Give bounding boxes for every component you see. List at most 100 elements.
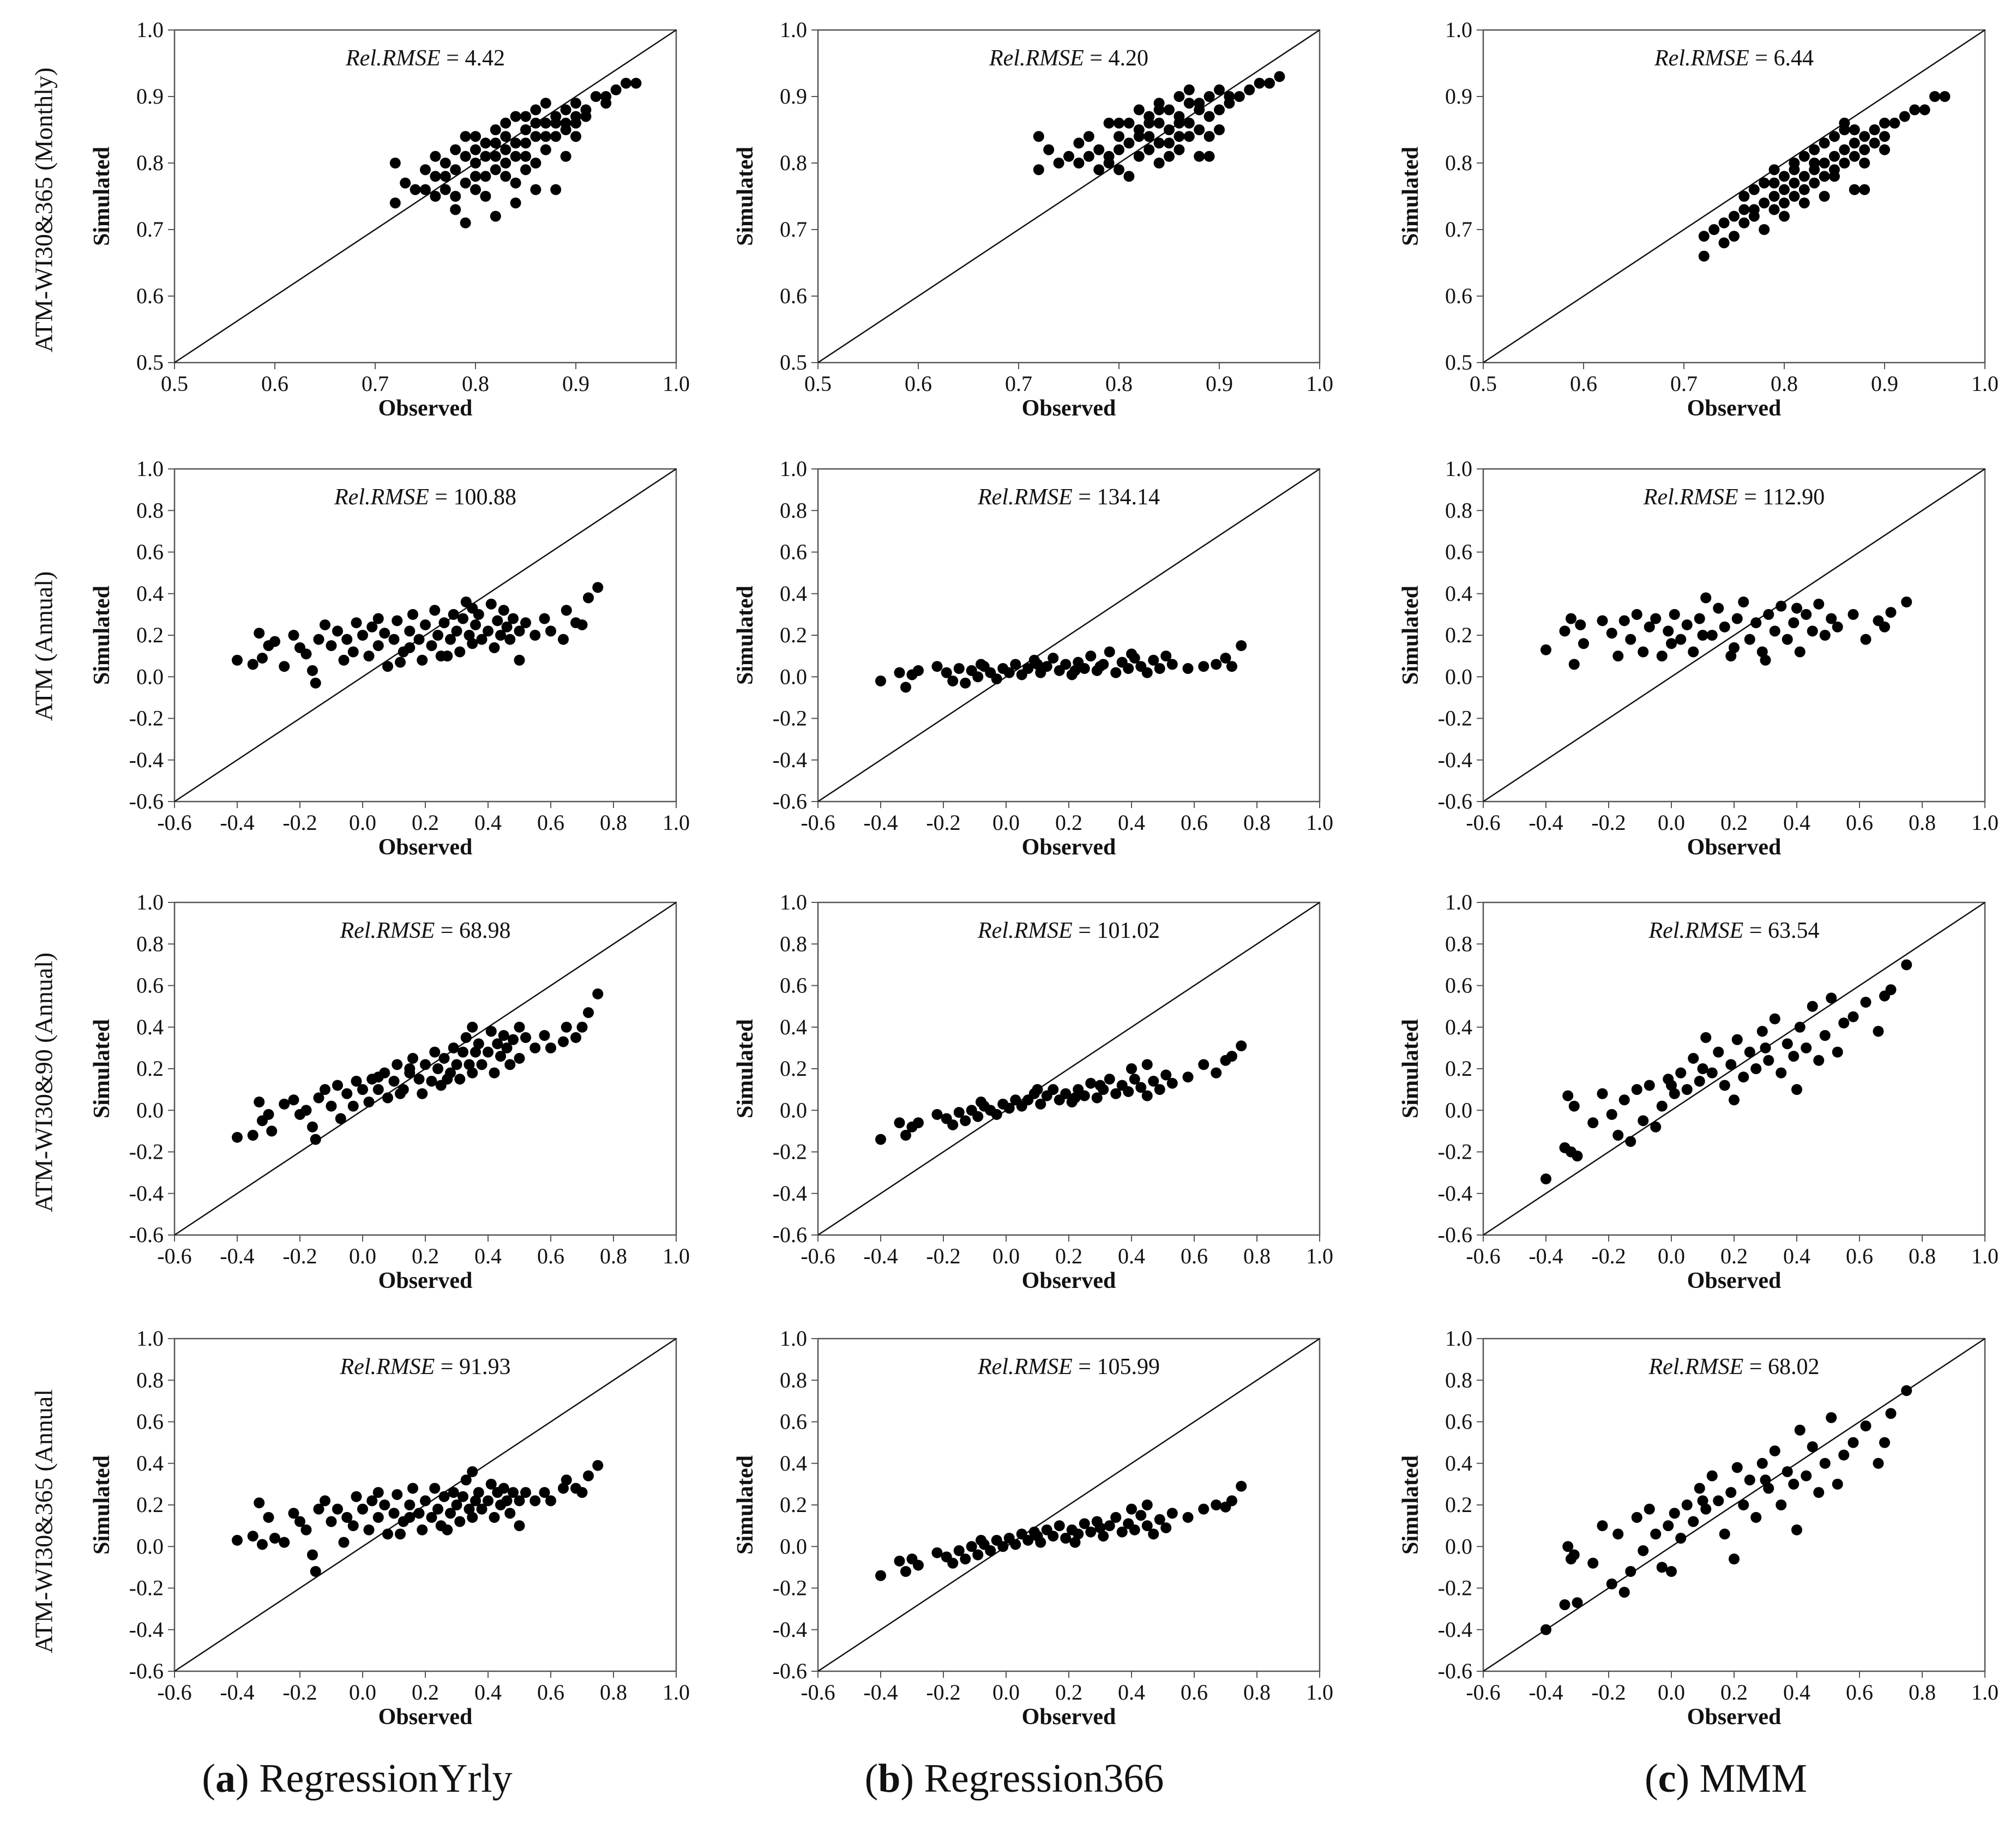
data-point	[448, 609, 459, 620]
data-point	[947, 675, 959, 686]
data-point	[294, 1516, 305, 1527]
data-point	[470, 619, 481, 630]
x-tick-label: -0.4	[220, 1680, 254, 1704]
y-tick-label: 0.8	[1445, 498, 1472, 522]
row-label-1: ATM (Annual)	[29, 571, 58, 721]
data-point	[307, 1549, 318, 1561]
y-tick-label: 0.6	[780, 1410, 807, 1434]
data-point	[1769, 1445, 1780, 1456]
data-point	[1813, 598, 1825, 610]
rel-rmse-value: = 112.90	[1738, 485, 1825, 510]
data-point	[1698, 250, 1710, 262]
data-point	[561, 1474, 572, 1486]
data-point	[445, 634, 456, 645]
y-tick-label: 1.0	[136, 890, 164, 914]
one-to-one-line	[174, 468, 677, 803]
data-point	[470, 1046, 481, 1058]
data-point	[420, 1059, 431, 1070]
x-tick-label: -0.4	[1528, 1680, 1563, 1704]
data-point	[913, 1559, 924, 1571]
data-point	[1829, 171, 1840, 182]
data-point	[467, 603, 478, 614]
data-point	[960, 1553, 971, 1565]
y-tick-label: 0.8	[136, 498, 164, 522]
data-point	[510, 150, 521, 162]
data-point	[320, 1495, 330, 1507]
x-axis-title: Observed	[378, 1268, 473, 1293]
data-point	[570, 131, 581, 142]
y-tick-label: -0.4	[129, 1181, 164, 1206]
data-point	[1226, 1051, 1237, 1062]
data-point	[1748, 204, 1760, 215]
data-point	[476, 634, 488, 645]
column-caption-b: (b) Regression366	[864, 1756, 1164, 1801]
data-point	[382, 1092, 393, 1104]
data-point	[1694, 1483, 1705, 1494]
x-tick-label: -0.2	[1591, 1244, 1626, 1268]
data-point	[1174, 144, 1185, 155]
data-point	[1719, 1080, 1730, 1091]
data-point	[972, 1111, 984, 1122]
data-point	[485, 1478, 497, 1490]
y-tick-label: -0.2	[1438, 706, 1472, 731]
x-tick-label: 0.8	[1243, 1680, 1271, 1704]
x-tick-label: 0.4	[474, 810, 502, 835]
data-point	[458, 1046, 468, 1058]
scatter-panel-5: -0.6 -0.4 -0.2 0.0 0.2 0.4 0.6 0.8 1.0 -0.6 -0.4 -0…	[1398, 456, 1999, 860]
data-point	[307, 665, 318, 676]
y-tick-label: 0.2	[136, 1492, 164, 1517]
data-point	[1738, 217, 1750, 228]
data-point	[1809, 177, 1820, 189]
data-point	[1597, 1520, 1608, 1532]
data-point	[540, 98, 551, 109]
data-point	[1079, 1090, 1090, 1101]
data-point	[1048, 1084, 1059, 1095]
data-point	[1183, 98, 1195, 109]
data-point	[1779, 210, 1790, 222]
data-point	[1681, 619, 1693, 630]
data-point	[558, 1036, 569, 1047]
data-point	[307, 1121, 318, 1133]
data-point	[1035, 1098, 1046, 1110]
rel-rmse-annotation: Rel.RMSE = 91.93	[340, 1354, 511, 1380]
data-point	[395, 1528, 406, 1540]
data-point	[510, 137, 521, 149]
data-point	[1135, 1510, 1147, 1521]
data-point	[407, 1483, 418, 1494]
data-point	[300, 1105, 312, 1116]
data-point	[1244, 84, 1255, 95]
y-tick-label: 1.0	[780, 1326, 807, 1351]
data-point	[1688, 1052, 1699, 1064]
data-point	[1729, 210, 1740, 222]
data-point	[310, 1134, 321, 1145]
data-point	[1144, 144, 1155, 155]
data-point	[1759, 224, 1770, 235]
y-tick-label: 0.8	[780, 931, 807, 956]
data-point	[430, 171, 441, 182]
data-point	[1144, 117, 1155, 129]
x-axis-title: Observed	[1687, 1704, 1782, 1730]
data-point	[470, 158, 481, 168]
data-point	[483, 625, 494, 637]
data-point	[630, 77, 642, 89]
y-tick-label: 0.7	[136, 217, 164, 242]
data-point	[392, 1489, 403, 1500]
y-tick-label: -0.6	[1438, 1222, 1472, 1247]
data-point	[388, 1075, 400, 1087]
data-point	[1879, 144, 1890, 155]
y-tick-label: 0.2	[1445, 1492, 1472, 1517]
data-point	[1198, 661, 1209, 672]
data-point	[580, 104, 592, 116]
y-axis-title: Simulated	[1398, 1019, 1423, 1118]
data-point	[953, 1107, 965, 1118]
data-point	[300, 1524, 312, 1535]
data-point	[467, 1466, 478, 1477]
data-point	[1776, 600, 1787, 612]
data-point	[514, 1021, 525, 1033]
data-point	[1666, 638, 1677, 649]
x-tick-label: 1.0	[1306, 810, 1333, 835]
data-point	[1849, 137, 1860, 149]
data-point	[900, 682, 911, 693]
data-point	[1053, 158, 1064, 168]
data-point	[583, 1007, 594, 1019]
